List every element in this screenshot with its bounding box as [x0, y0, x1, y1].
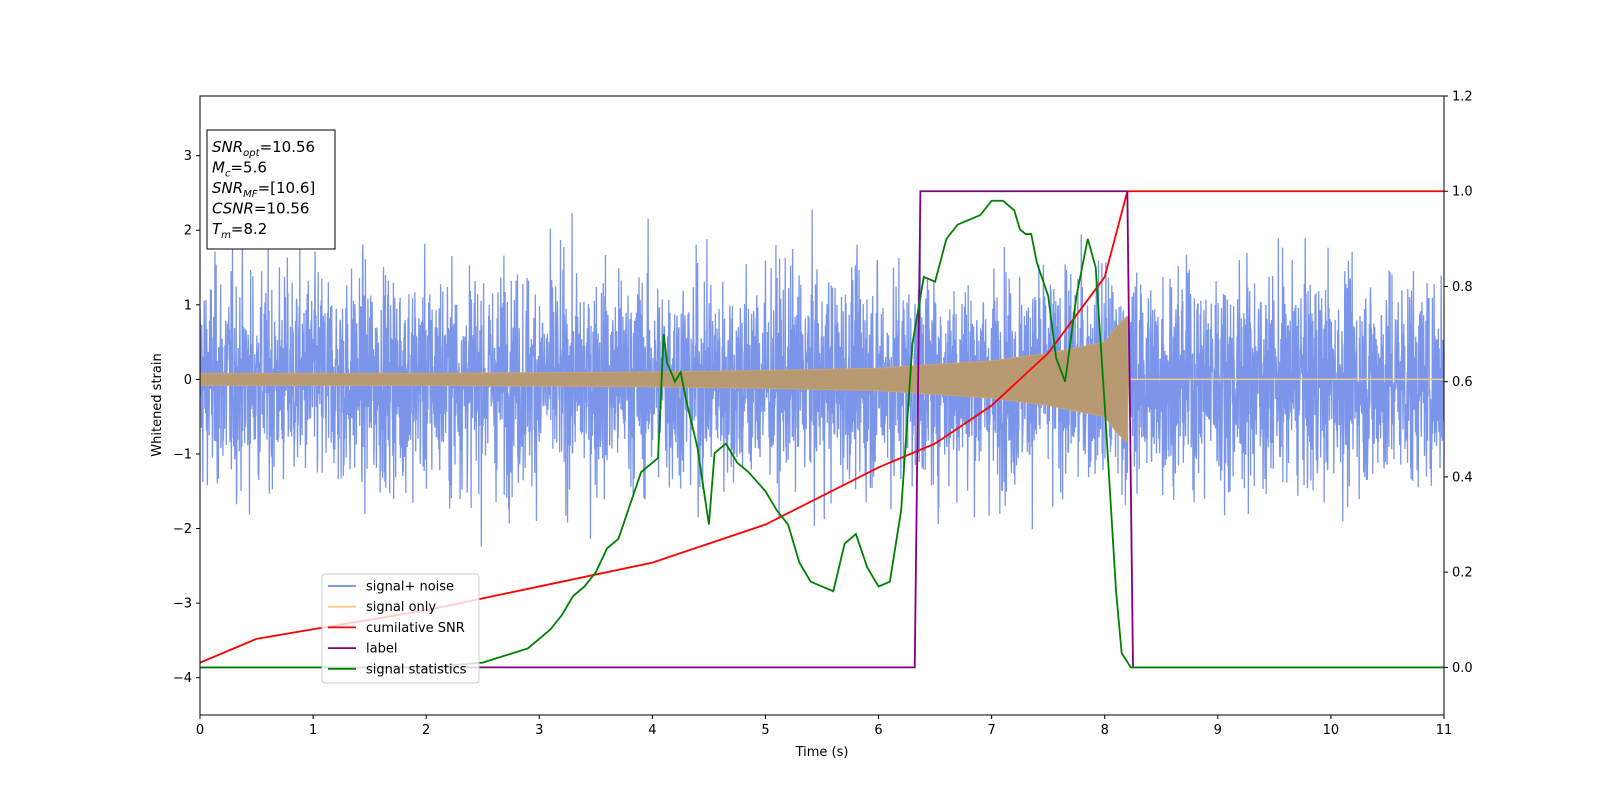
x-axis-label: Time (s) — [795, 745, 849, 760]
annotation-line: Mc=5.6 — [212, 159, 267, 180]
x-tick-label: 0 — [196, 723, 204, 738]
legend: signal+ noise signal only cumilative SNR la… — [321, 573, 480, 684]
series-line-signal-noise — [200, 209, 1444, 547]
legend-label: signal+ noise — [366, 580, 454, 595]
y-right-tick-label: 0.8 — [1452, 280, 1473, 295]
annotation-box-frame — [206, 129, 336, 250]
y-left-tick-label: −3 — [173, 597, 192, 612]
legend-label: label — [366, 642, 397, 657]
y-right-tick-label: 0.2 — [1452, 566, 1473, 581]
x-tick-label: 3 — [535, 723, 543, 738]
x-axis: 0 1 2 3 4 5 6 7 8 9 10 11 — [196, 715, 1452, 738]
x-tick-label: 6 — [874, 723, 882, 738]
series-area-signal-only — [200, 315, 1129, 444]
annotation-line: CSNR=10.56 — [212, 200, 309, 218]
legend-label: signal statistics — [366, 662, 467, 677]
y-right-tick-label: 0.0 — [1452, 661, 1473, 676]
y-left-tick-label: −2 — [173, 522, 192, 537]
y-axis-left: −4 −3 −2 −1 0 1 2 3 — [173, 149, 200, 686]
y-left-tick-label: 0 — [184, 373, 192, 388]
y-right-tick-label: 1.0 — [1452, 185, 1473, 200]
x-tick-label: 2 — [422, 723, 430, 738]
legend-frame — [321, 573, 480, 684]
x-tick-label: 9 — [1214, 723, 1222, 738]
parameter-annotation-box: SNRopt=10.56Mc=5.6SNRMF=[10.6]CSNR=10.56… — [206, 129, 336, 250]
y-right-tick-label: 0.4 — [1452, 470, 1473, 485]
y-axis-label: Whitened strain — [150, 353, 165, 456]
x-tick-label: 7 — [987, 723, 995, 738]
annotation-line: SNRMF=[10.6] — [212, 179, 315, 200]
legend-label: cumilative SNR — [366, 621, 465, 636]
y-left-tick-label: −1 — [173, 447, 192, 462]
x-tick-label: 11 — [1436, 723, 1453, 738]
y-left-tick-label: 1 — [184, 298, 192, 313]
x-tick-label: 5 — [761, 723, 769, 738]
y-left-tick-label: 2 — [184, 224, 192, 239]
annotation-line: SNRopt=10.56 — [212, 138, 315, 159]
series-line-signal-statistics — [200, 199, 1444, 669]
x-tick-label: 10 — [1323, 723, 1340, 738]
x-tick-label: 4 — [648, 723, 656, 738]
axes-frame — [199, 95, 1445, 716]
y-left-tick-label: 3 — [184, 149, 192, 164]
y-left-tick-label: −4 — [173, 671, 192, 686]
x-tick-label: 8 — [1101, 723, 1109, 738]
legend-label: signal only — [366, 600, 436, 615]
plot-area — [200, 190, 1444, 669]
y-right-tick-label: 1.2 — [1452, 90, 1473, 105]
y-axis-right: 0.0 0.2 0.4 0.6 0.8 1.0 1.2 — [1444, 90, 1473, 676]
annotation-line: Tm=8.2 — [212, 220, 267, 241]
y-right-tick-label: 0.6 — [1452, 375, 1473, 390]
x-tick-label: 1 — [309, 723, 317, 738]
